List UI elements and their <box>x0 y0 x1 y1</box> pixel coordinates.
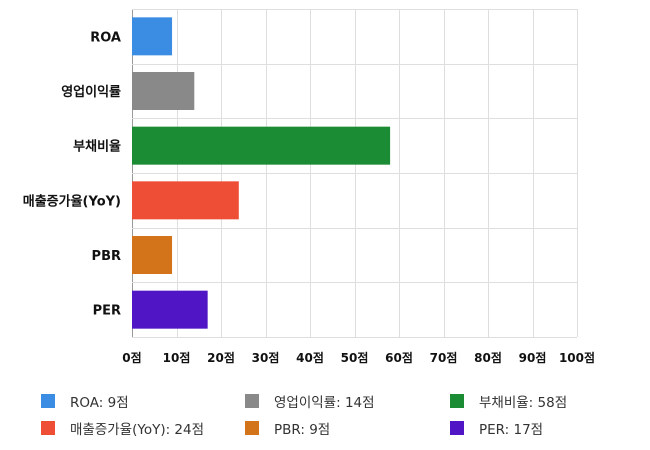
legend-swatch <box>450 421 464 435</box>
legend-item[interactable]: ROA: 9점 <box>41 392 129 411</box>
x-tick-label: 50점 <box>341 350 369 365</box>
category-label: 영업이익률 <box>61 84 121 100</box>
x-tick-label: 20점 <box>207 350 235 365</box>
x-tick-label: 80점 <box>474 350 502 365</box>
legend-label: 영업이익률: 14점 <box>274 395 375 411</box>
x-tick-labels: 0점 10점 20점 30점 40점 50점 60점 70점 80점 90점 100점 <box>122 350 595 365</box>
x-tick-label: 40점 <box>296 350 324 365</box>
legend-swatch <box>450 394 464 408</box>
legend-item[interactable]: PBR: 9점 <box>245 419 331 438</box>
category-label: 매출증가율(YoY) <box>23 193 121 209</box>
legend-item[interactable]: 매출증가율(YoY): 24점 <box>41 419 205 438</box>
bars <box>132 17 391 329</box>
legend-label: PER: 17점 <box>479 422 544 438</box>
legend-label: 부채비율: 58점 <box>479 395 568 411</box>
legend-item[interactable]: PER: 17점 <box>450 419 544 438</box>
legend-label: ROA: 9점 <box>70 395 129 411</box>
category-label: ROA <box>90 30 121 45</box>
legend-item[interactable]: 부채비율: 58점 <box>450 392 568 411</box>
bar[interactable] <box>132 72 195 110</box>
x-tick-label: 10점 <box>163 350 191 365</box>
bar[interactable] <box>132 236 173 274</box>
grid <box>132 9 578 338</box>
legend-swatch <box>245 421 259 435</box>
x-tick-label: 60점 <box>385 350 413 365</box>
category-label: PBR <box>92 249 121 264</box>
bar[interactable] <box>132 181 239 220</box>
legend-swatch <box>41 421 55 435</box>
category-label: 부채비율 <box>73 139 121 155</box>
x-tick-label: 0점 <box>122 350 141 365</box>
x-tick-label: 30점 <box>252 350 280 365</box>
x-tick-label: 70점 <box>430 350 458 365</box>
legend-swatch <box>41 394 55 408</box>
legend-label: PBR: 9점 <box>274 422 331 438</box>
category-label: PER <box>93 304 121 319</box>
bar[interactable] <box>132 17 173 56</box>
bar[interactable] <box>132 126 391 165</box>
bar[interactable] <box>132 290 208 329</box>
legend-item[interactable]: 영업이익률: 14점 <box>245 392 375 411</box>
legend-swatch <box>245 394 259 408</box>
legend-label: 매출증가율(YoY): 24점 <box>70 422 205 438</box>
x-tick-label: 90점 <box>519 350 547 365</box>
x-tick-label: 100점 <box>559 350 595 365</box>
